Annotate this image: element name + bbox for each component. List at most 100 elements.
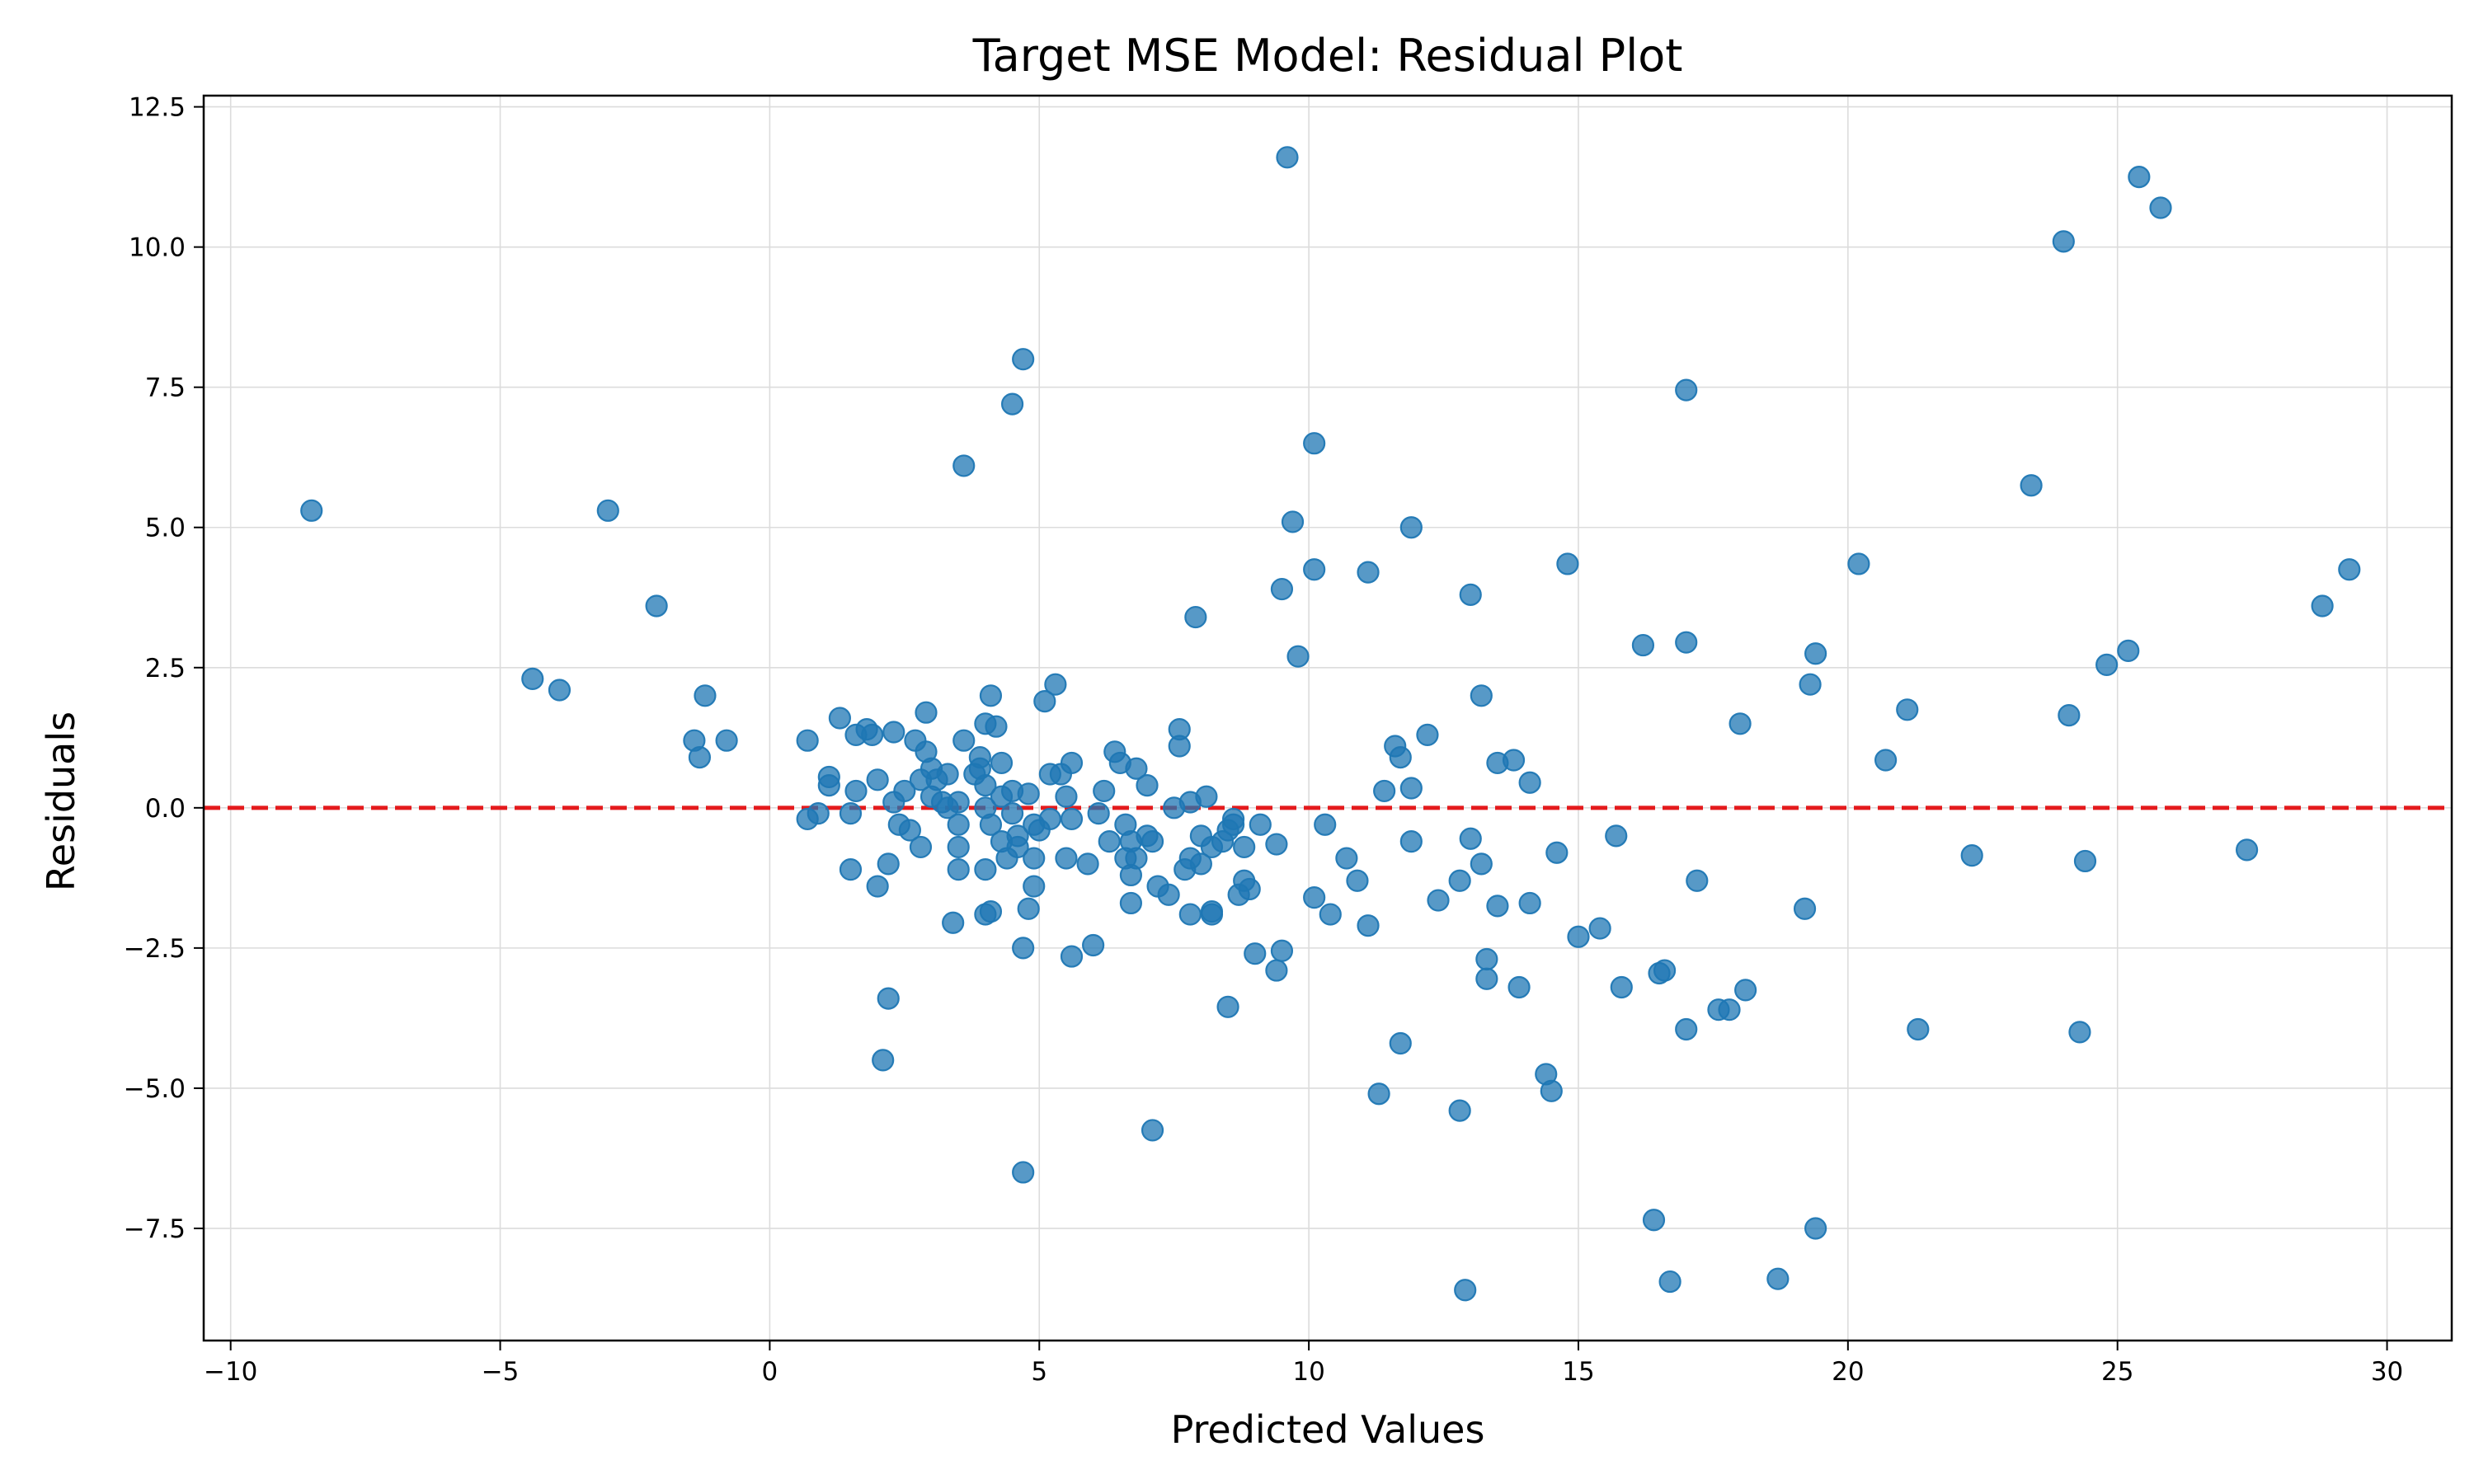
data-point <box>1556 552 1579 575</box>
data-point <box>947 791 970 814</box>
data-point <box>1793 897 1817 920</box>
data-point <box>2149 196 2172 219</box>
data-point <box>645 594 668 618</box>
data-point <box>1486 895 1509 918</box>
data-point <box>796 807 819 831</box>
data-point <box>1367 1082 1390 1106</box>
data-point <box>1303 886 1326 909</box>
data-point <box>1270 577 1294 601</box>
data-point <box>1567 925 1590 948</box>
data-point <box>1675 378 1698 402</box>
data-point <box>1157 883 1180 906</box>
data-point <box>300 499 323 522</box>
data-point <box>1686 869 1709 892</box>
data-point <box>1642 1209 1666 1232</box>
data-point <box>1399 516 1423 539</box>
data-point <box>1907 1017 1930 1041</box>
y-tick-label: 0.0 <box>145 794 186 824</box>
data-point <box>1060 807 1084 831</box>
data-point <box>2338 558 2361 581</box>
data-point <box>877 852 900 876</box>
data-point <box>1605 824 1628 848</box>
data-point <box>882 721 905 744</box>
data-point <box>2052 230 2075 253</box>
data-point <box>866 875 889 898</box>
data-point <box>2020 474 2043 497</box>
data-point <box>2095 653 2119 676</box>
data-point <box>915 701 938 724</box>
data-point <box>1281 510 1305 533</box>
data-point <box>1373 779 1396 803</box>
data-point <box>1033 689 1056 713</box>
data-point <box>1141 830 1164 853</box>
y-tick-label: −5.0 <box>124 1074 186 1104</box>
data-point <box>1675 1017 1698 1041</box>
data-point <box>1470 684 1493 707</box>
x-tick-label: −10 <box>204 1357 257 1387</box>
x-tick-label: 10 <box>1292 1357 1324 1387</box>
chart-title: Target MSE Model: Residual Plot <box>972 30 1683 82</box>
data-point <box>1023 875 1046 898</box>
data-point <box>990 751 1014 775</box>
y-tick-label: −7.5 <box>124 1214 186 1244</box>
data-point <box>1847 552 1870 575</box>
data-point <box>898 819 921 842</box>
data-point <box>1658 1270 1681 1294</box>
y-tick-label: 5.0 <box>145 514 186 543</box>
x-tick-label: 0 <box>762 1357 778 1387</box>
data-point <box>1459 583 1482 606</box>
data-point <box>1125 847 1148 870</box>
data-point <box>985 715 1008 738</box>
data-point <box>1804 642 1827 665</box>
y-axis-ticks: −7.5 −5.0 −2.5 0.0 2.5 5.0 7.5 10.0 12.5 <box>124 93 204 1244</box>
data-point <box>1017 782 1040 805</box>
data-point <box>1675 631 1698 654</box>
data-point <box>909 835 933 859</box>
data-point <box>1195 785 1218 808</box>
data-point <box>952 729 976 752</box>
data-point <box>1303 558 1326 581</box>
data-point <box>1093 779 1116 803</box>
data-point <box>1017 897 1040 920</box>
data-point <box>1082 933 1105 957</box>
data-point <box>1389 746 1412 769</box>
data-point <box>1314 813 1337 836</box>
x-tick-label: 5 <box>1031 1357 1047 1387</box>
data-point <box>1399 777 1423 800</box>
data-point <box>1475 967 1498 990</box>
data-point <box>1265 833 1288 856</box>
data-point <box>1540 1079 1563 1102</box>
data-point <box>947 813 970 836</box>
data-point <box>947 858 970 881</box>
data-point <box>942 911 965 934</box>
data-point <box>979 813 1003 836</box>
data-point <box>1055 785 1078 808</box>
data-point <box>688 746 712 769</box>
data-point <box>1416 723 1439 747</box>
data-point <box>548 679 571 702</box>
data-point <box>796 729 819 752</box>
data-point <box>1357 561 1380 584</box>
data-point <box>1459 827 1482 850</box>
y-tick-label: −2.5 <box>124 934 186 964</box>
data-point <box>1475 947 1498 971</box>
data-point <box>2058 703 2081 727</box>
data-point <box>1766 1267 1790 1290</box>
data-point <box>1006 835 1029 859</box>
data-point <box>947 835 970 859</box>
data-point <box>952 454 976 477</box>
data-point <box>1319 903 1342 926</box>
data-point <box>2117 639 2140 662</box>
data-point <box>974 858 997 881</box>
data-point <box>1012 1161 1035 1184</box>
data-point <box>1012 937 1035 960</box>
data-point <box>1044 673 1067 696</box>
data-point <box>1238 877 1261 901</box>
data-point <box>1346 869 1369 892</box>
data-point <box>521 667 544 690</box>
data-point <box>1734 979 1757 1002</box>
data-point <box>1399 830 1423 853</box>
data-point <box>839 802 863 825</box>
